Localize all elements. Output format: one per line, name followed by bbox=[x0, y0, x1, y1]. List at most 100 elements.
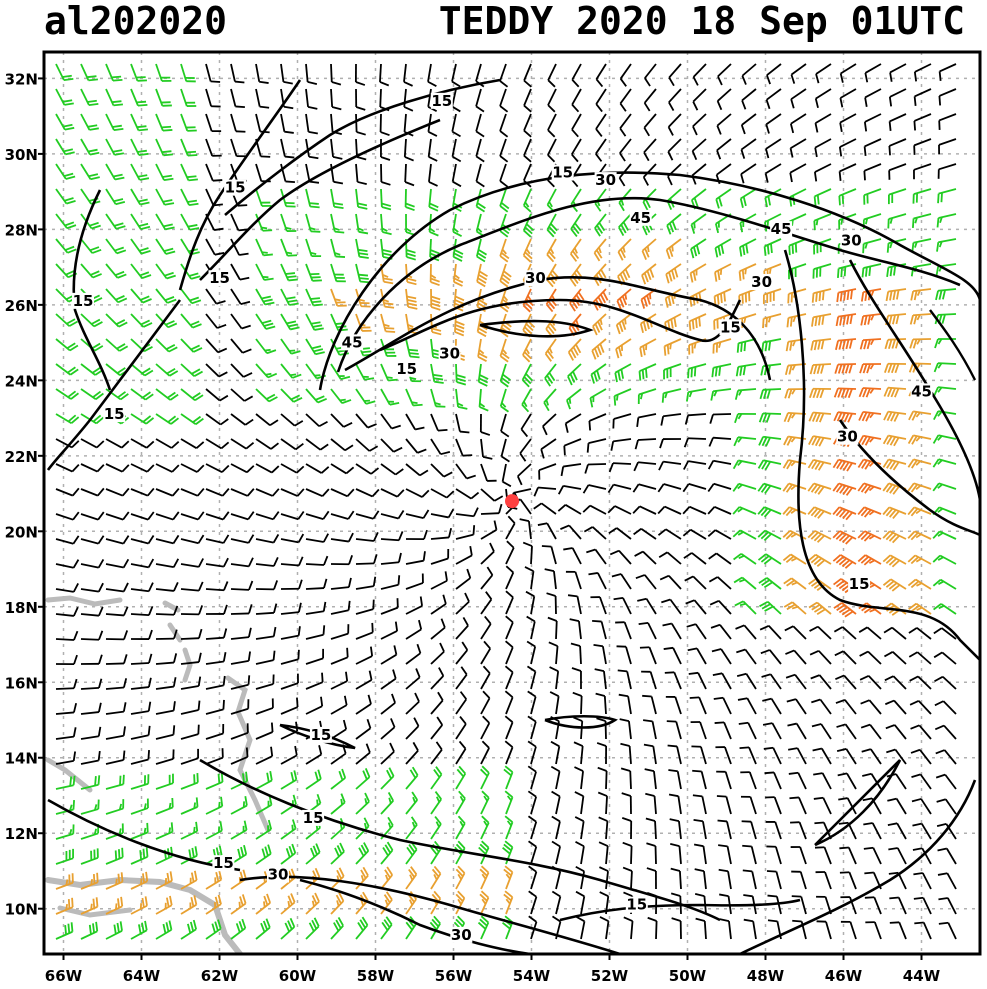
wind-barb bbox=[810, 338, 832, 351]
wind-barb bbox=[455, 525, 476, 540]
wind-barb bbox=[937, 188, 957, 204]
wind-barb bbox=[737, 697, 757, 715]
wind-barb bbox=[480, 591, 493, 615]
wind-barb bbox=[55, 727, 77, 740]
wind-barb bbox=[405, 509, 430, 519]
wind-barb bbox=[709, 599, 732, 615]
wind-barb bbox=[205, 511, 230, 521]
wind-barb bbox=[499, 388, 509, 413]
wind-barb bbox=[809, 649, 832, 665]
wind-barb bbox=[888, 113, 907, 131]
wind-barb bbox=[813, 796, 832, 815]
wind-barb bbox=[255, 626, 277, 640]
wind-barb bbox=[615, 621, 632, 640]
wind-barb bbox=[614, 363, 632, 383]
wind-barb bbox=[180, 338, 203, 353]
wind-barb bbox=[592, 313, 607, 336]
wind-barb bbox=[499, 138, 509, 163]
wind-barb bbox=[574, 766, 584, 790]
wind-barb bbox=[280, 338, 301, 355]
wind-barb bbox=[205, 363, 228, 378]
wind-barb bbox=[857, 530, 882, 542]
wind-barb bbox=[330, 867, 345, 890]
wind-barb bbox=[885, 288, 907, 302]
wind-barb bbox=[255, 113, 270, 134]
wind-barb bbox=[55, 163, 76, 180]
wind-barb bbox=[522, 213, 535, 238]
wind-barb bbox=[911, 213, 932, 228]
wind-barb bbox=[499, 238, 510, 263]
wind-barb bbox=[130, 535, 155, 545]
wind-barb bbox=[451, 113, 461, 138]
wind-barb bbox=[130, 653, 153, 665]
wind-barb bbox=[566, 388, 582, 410]
wind-barb bbox=[305, 463, 330, 474]
wind-barb bbox=[280, 579, 303, 590]
wind-barb bbox=[205, 63, 221, 83]
wind-barb bbox=[790, 88, 807, 109]
wind-barb bbox=[105, 238, 127, 255]
wind-barb bbox=[479, 890, 490, 915]
wind-barb bbox=[305, 238, 322, 258]
wind-barb bbox=[595, 88, 607, 113]
lat-tick-label: 24N bbox=[5, 372, 38, 390]
wind-barb bbox=[567, 338, 582, 361]
wind-barb bbox=[305, 696, 324, 715]
wind-barb bbox=[255, 819, 273, 840]
wind-barb bbox=[546, 213, 558, 238]
wind-barb bbox=[789, 138, 807, 158]
wind-barb bbox=[638, 363, 657, 381]
wind-barb bbox=[205, 870, 223, 890]
wind-barb bbox=[230, 438, 255, 450]
wind-barb bbox=[758, 577, 782, 590]
wind-barb bbox=[501, 463, 512, 488]
wind-barb bbox=[760, 649, 782, 665]
wind-barb bbox=[574, 791, 585, 815]
wind-barb bbox=[155, 581, 179, 592]
wind-barb bbox=[105, 896, 124, 915]
wind-barb bbox=[632, 483, 657, 493]
wind-barb bbox=[888, 138, 907, 156]
contour-label: 30 bbox=[439, 345, 460, 363]
wind-barb bbox=[80, 750, 101, 765]
wind-barb bbox=[521, 363, 534, 388]
wind-barb bbox=[430, 508, 455, 519]
wind-barb bbox=[405, 551, 426, 565]
wind-barb bbox=[765, 113, 782, 134]
wind-barb bbox=[887, 213, 907, 229]
contour-label: 30 bbox=[595, 171, 616, 189]
wind-barb bbox=[255, 770, 273, 790]
wind-barb bbox=[718, 844, 732, 865]
wind-barb bbox=[455, 592, 470, 615]
wind-barb bbox=[205, 138, 222, 157]
wind-barb bbox=[597, 766, 608, 790]
wind-barb bbox=[547, 138, 557, 163]
wind-barb bbox=[255, 438, 280, 450]
wind-barb bbox=[807, 530, 832, 543]
wind-barb bbox=[914, 921, 932, 940]
wind-barb bbox=[645, 792, 657, 815]
wind-barb bbox=[912, 822, 932, 840]
wind-barb bbox=[130, 288, 152, 304]
wind-barb bbox=[255, 556, 279, 567]
wind-barb bbox=[617, 238, 632, 261]
wind-barb bbox=[547, 63, 557, 88]
wind-barb bbox=[615, 338, 632, 359]
wind-barb bbox=[783, 601, 807, 615]
wind-barb bbox=[765, 796, 782, 815]
wind-barb bbox=[932, 578, 957, 590]
wind-barb bbox=[936, 213, 957, 228]
wind-barb bbox=[380, 552, 402, 565]
wind-barb bbox=[180, 288, 202, 305]
wind-barb bbox=[280, 238, 298, 257]
wind-barb bbox=[816, 920, 832, 940]
wind-barb bbox=[694, 868, 707, 890]
wind-barb bbox=[707, 482, 732, 493]
wind-barb bbox=[570, 188, 582, 213]
wind-barb bbox=[451, 138, 462, 163]
wind-barb bbox=[105, 606, 129, 617]
wind-barb bbox=[130, 163, 150, 181]
wind-barb bbox=[451, 88, 461, 113]
wind-barb bbox=[858, 626, 882, 640]
wind-barb bbox=[430, 741, 443, 765]
